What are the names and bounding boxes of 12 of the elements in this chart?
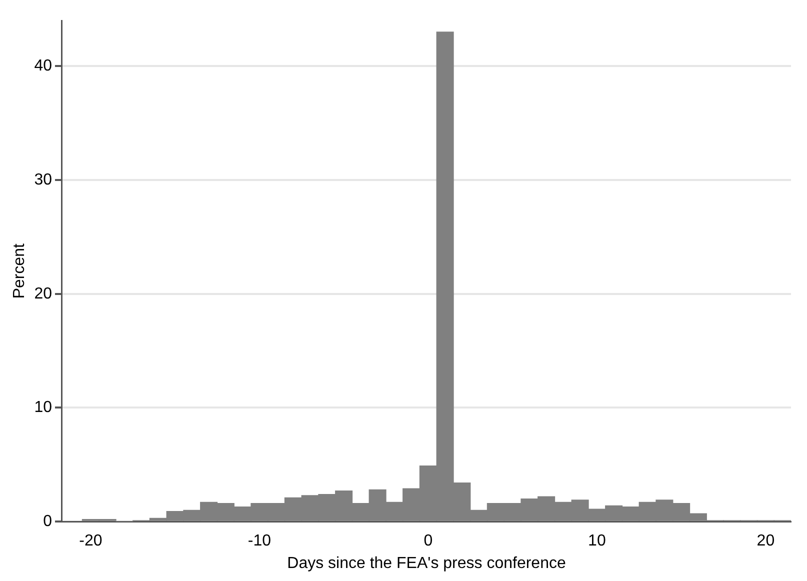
x-tick-label: 20 [756, 532, 775, 550]
y-tick-label: 10 [34, 399, 52, 416]
x-axis-title: Days since the FEA's press conference [287, 554, 566, 572]
y-tick-label: 0 [43, 513, 52, 530]
x-tick-label: -10 [248, 532, 272, 550]
x-tick-label: 0 [424, 532, 433, 550]
x-tick-label: -20 [79, 532, 102, 550]
y-tick-label: 40 [34, 58, 52, 75]
y-tick-label: 20 [34, 285, 52, 302]
y-tick-label: 30 [34, 171, 52, 188]
y-axis-title: Percent [11, 242, 28, 299]
x-tick-label: 10 [588, 532, 606, 550]
